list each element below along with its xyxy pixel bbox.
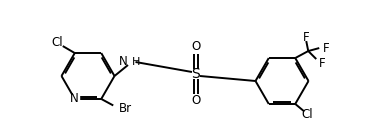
Text: O: O [191, 95, 201, 108]
Text: H: H [131, 57, 140, 67]
Text: O: O [191, 40, 201, 54]
Text: Cl: Cl [301, 108, 313, 121]
Text: N: N [70, 92, 79, 105]
Text: Cl: Cl [52, 36, 63, 49]
Text: F: F [323, 42, 330, 55]
Text: S: S [192, 67, 200, 81]
Text: F: F [303, 30, 309, 44]
Text: N: N [119, 55, 127, 68]
Text: Br: Br [119, 102, 132, 116]
Text: F: F [319, 57, 326, 70]
Bar [70, 95, 79, 102]
